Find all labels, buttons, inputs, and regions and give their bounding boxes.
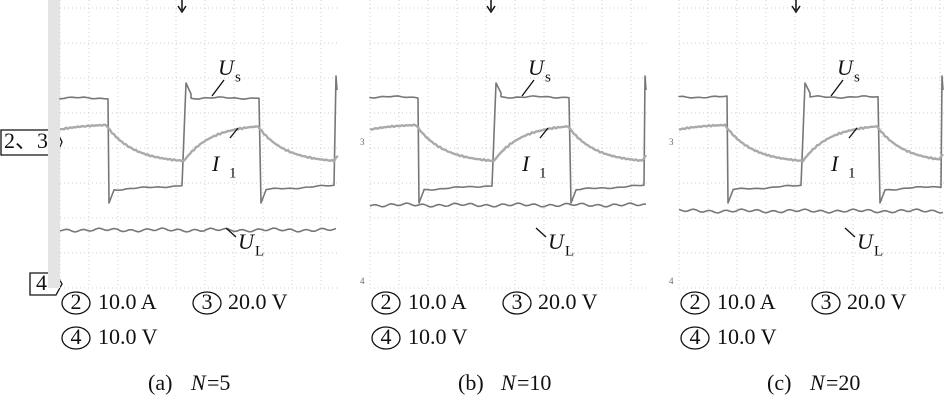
channel-scale: 10.0 A: [408, 289, 467, 314]
channel-circle: [61, 291, 91, 315]
screen-edge: [48, 0, 60, 288]
marker-label: 3: [360, 137, 365, 147]
signal-symbol: I: [830, 151, 840, 176]
signal-subscript: s: [545, 69, 551, 85]
signal-symbol: U: [548, 229, 566, 254]
channel-number: 4: [71, 324, 82, 349]
leader-line: [539, 127, 549, 139]
channel-number: 3: [821, 289, 832, 314]
signal-subscript: L: [255, 243, 264, 259]
channel-number: 3: [202, 289, 213, 314]
channel-scale: 10.0 V: [408, 324, 468, 349]
signal-subscript: s: [235, 69, 241, 85]
ul-trace: [59, 227, 337, 233]
i1-trace: [369, 123, 648, 163]
us-trace: [369, 75, 647, 204]
leader-line: [830, 79, 844, 97]
channel-circle: [502, 291, 532, 315]
caption-variable: N: [500, 370, 517, 395]
leader-line: [225, 227, 237, 238]
signal-subscript: 1: [229, 165, 237, 181]
marker-label: 4: [36, 270, 47, 295]
channel-scale: 20.0 V: [847, 289, 907, 314]
signal-subscript: 1: [848, 165, 856, 181]
marker-label: 3: [669, 137, 674, 147]
leader-line: [535, 227, 547, 238]
i1-trace: [678, 123, 944, 163]
trigger-arrow: [791, 0, 801, 14]
leader-line: [521, 79, 535, 97]
channel-number: 4: [690, 324, 701, 349]
caption-value: =5: [207, 370, 230, 395]
leader-line: [848, 127, 858, 139]
caption-value: =10: [517, 370, 551, 395]
caption-variable: N: [809, 370, 826, 395]
signal-subscript: s: [854, 69, 860, 85]
channel-scale: 10.0 A: [98, 289, 157, 314]
channel-circle: [371, 326, 401, 350]
leader-line: [211, 79, 225, 97]
trigger-arrow: [177, 0, 187, 14]
signal-subscript: L: [874, 243, 883, 259]
caption-value: =20: [826, 370, 860, 395]
signal-symbol: U: [837, 55, 855, 80]
signal-symbol: U: [528, 55, 546, 80]
channel-number: 2: [690, 289, 701, 314]
channel-circle: [192, 291, 222, 315]
ul-trace: [678, 208, 944, 214]
marker-label: 4: [360, 276, 365, 286]
channel-number: 4: [381, 324, 392, 349]
channel-scale: 20.0 V: [228, 289, 288, 314]
channel-scale: 20.0 V: [538, 289, 598, 314]
channel-number: 2: [71, 289, 82, 314]
leader-line: [844, 227, 856, 238]
channel-circle: [811, 291, 841, 315]
signal-symbol: U: [238, 229, 256, 254]
channel-circle: [61, 326, 91, 350]
leader-line: [229, 127, 239, 139]
signal-symbol: U: [857, 229, 875, 254]
trigger-arrow: [486, 0, 496, 14]
channel-circle: [680, 291, 710, 315]
channel-scale: 10.0 V: [717, 324, 777, 349]
caption-label: (a): [148, 370, 172, 395]
caption-label: (c): [767, 370, 791, 395]
signal-symbol: I: [211, 151, 221, 176]
marker-label: 2、3: [4, 128, 48, 153]
signal-subscript: 1: [539, 165, 547, 181]
channel-scale: 10.0 A: [717, 289, 776, 314]
signal-symbol: U: [218, 55, 236, 80]
channel-circle: [371, 291, 401, 315]
channel-number: 2: [381, 289, 392, 314]
ul-trace: [369, 202, 647, 208]
caption-variable: N: [190, 370, 207, 395]
signal-symbol: I: [521, 151, 531, 176]
channel-circle: [680, 326, 710, 350]
signal-subscript: L: [565, 243, 574, 259]
channel-number: 3: [512, 289, 523, 314]
i1-trace: [59, 123, 339, 163]
marker-label: 4: [669, 276, 674, 286]
channel-scale: 10.0 V: [98, 324, 158, 349]
us-trace: [59, 75, 338, 204]
caption-label: (b): [458, 370, 484, 395]
us-trace: [678, 75, 944, 204]
